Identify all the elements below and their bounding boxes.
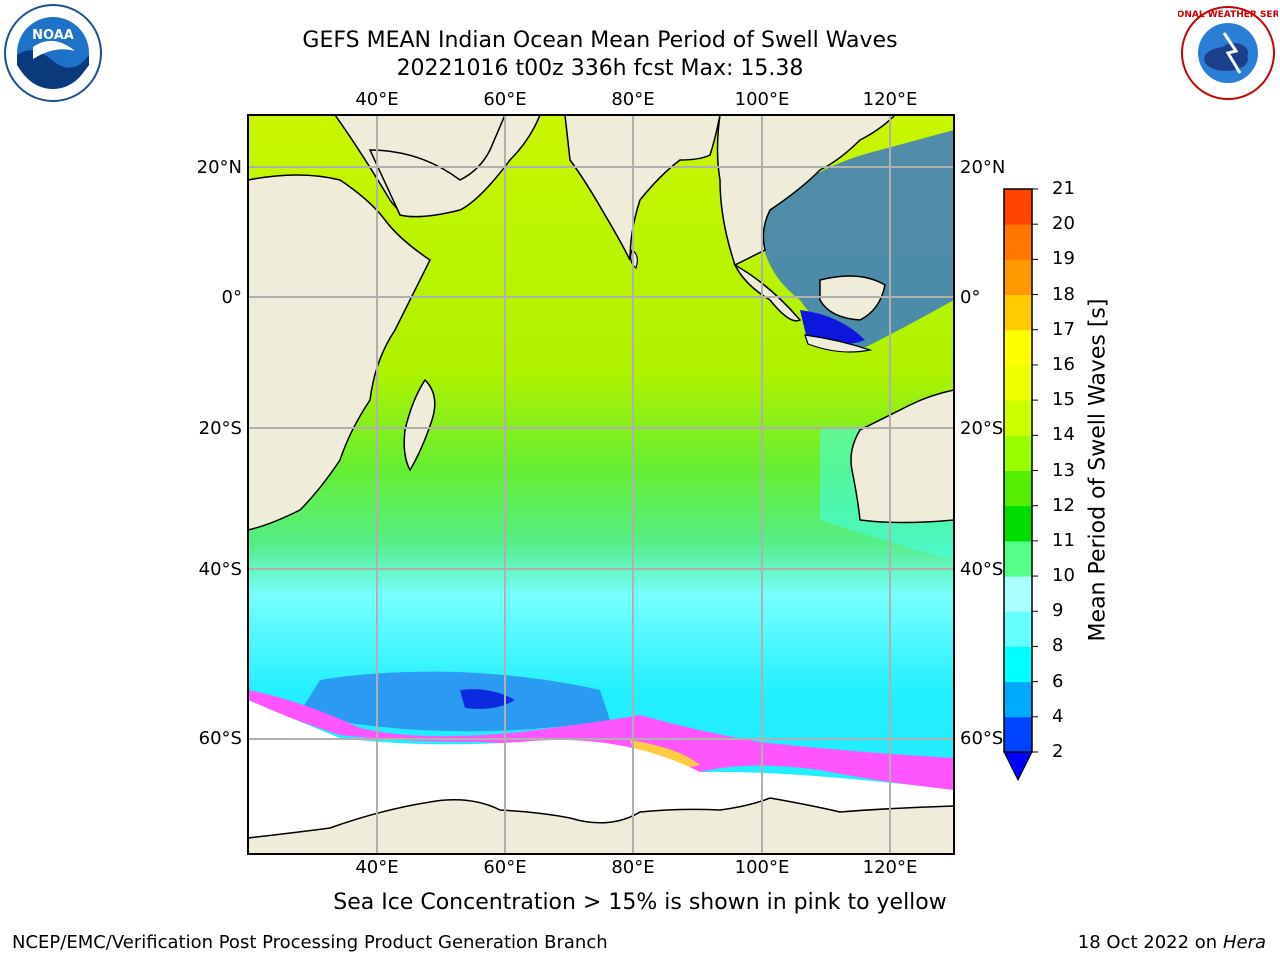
graticule — [248, 115, 954, 854]
colorbar-tick-label: 18 — [1052, 283, 1075, 305]
india — [564, 115, 721, 261]
colorbar-swatch — [1004, 646, 1032, 683]
lon-label-bottom: 120°E — [862, 857, 918, 878]
colorbar-tick-label: 19 — [1052, 248, 1075, 270]
map-frame — [247, 114, 955, 855]
colorbar-tick-label: 10 — [1052, 565, 1075, 587]
colorbar-swatch — [1004, 224, 1032, 260]
noaa-logo: NOAA — [4, 4, 102, 102]
lat-label-right: 20°S — [960, 418, 1004, 439]
lat-label-right: 60°S — [960, 728, 1004, 749]
colorbar-swatch — [1004, 611, 1032, 647]
colorbar-tick-label: 8 — [1052, 635, 1064, 657]
footer-right: 18 Oct 2022 on Hera — [1078, 932, 1266, 953]
lon-label-top: 80°E — [611, 89, 655, 110]
lon-label-bottom: 80°E — [611, 857, 655, 878]
colorbar-tick-label: 14 — [1052, 424, 1075, 446]
colorbar-swatch — [1004, 364, 1032, 401]
colorbar-ticks — [1032, 188, 1038, 753]
chart-title: GEFS MEAN Indian Ocean Mean Period of Sw… — [302, 28, 898, 53]
colorbar-swatch — [1004, 329, 1032, 366]
colorbar-tick-label: 11 — [1052, 529, 1075, 551]
footer-date: 18 Oct 2022 on — [1077, 932, 1223, 953]
australia — [850, 389, 954, 524]
colorbar-tick-label: 12 — [1052, 494, 1075, 516]
colorbar-tick-label: 20 — [1052, 213, 1075, 235]
nws-logo: NATIONAL WEATHER SERVICE — [1178, 6, 1278, 100]
colorbar-tick-label: 15 — [1052, 389, 1075, 411]
colorbar-tick-label: 9 — [1052, 600, 1064, 622]
lon-label-top: 120°E — [862, 89, 918, 110]
lat-label-right: 0° — [960, 287, 981, 308]
antarctica — [248, 797, 954, 854]
colorbar-swatch — [1004, 189, 1032, 225]
colorbar-swatch — [1004, 294, 1032, 331]
lat-label-left: 20°S — [198, 418, 242, 439]
footer-left: NCEP/EMC/Verification Post Processing Pr… — [12, 932, 608, 953]
africa — [248, 174, 431, 531]
colorbar-tick-label: 13 — [1052, 459, 1075, 481]
lon-label-bottom: 100°E — [734, 857, 790, 878]
colorbar-tick-label: 16 — [1052, 353, 1075, 375]
colorbar-tick-label: 17 — [1052, 318, 1075, 340]
lon-label-bottom: 40°E — [355, 857, 399, 878]
lat-label-right: 20°N — [960, 157, 1006, 178]
lon-label-bottom: 60°E — [483, 857, 527, 878]
chart-subtitle: 20221016 t00z 336h fcst Max: 15.38 — [396, 56, 804, 81]
madagascar — [403, 378, 436, 472]
borneo — [819, 275, 886, 321]
colorbar-swatch — [1004, 681, 1032, 718]
colorbar-swatch — [1004, 540, 1032, 577]
lat-label-left: 0° — [221, 287, 242, 308]
lon-label-top: 60°E — [483, 89, 527, 110]
lat-label-right: 40°S — [960, 559, 1004, 580]
colorbar-under-triangle — [1003, 751, 1033, 782]
colorbar-swatches — [1004, 189, 1032, 753]
colorbar-tick-label: 4 — [1052, 705, 1064, 727]
colorbar-tick-label: 6 — [1052, 670, 1064, 692]
nws-logo-text: NATIONAL WEATHER SERVICE — [1178, 10, 1278, 20]
colorbar-swatch — [1004, 470, 1032, 507]
colorbar-swatch — [1004, 400, 1032, 436]
colorbar-label: Mean Period of Swell Waves [s] — [1085, 298, 1111, 642]
colorbar-swatch — [1004, 505, 1032, 542]
lon-label-top: 100°E — [734, 89, 790, 110]
lat-label-left: 20°N — [196, 157, 242, 178]
lat-label-left: 40°S — [198, 559, 242, 580]
lon-label-top: 40°E — [355, 89, 399, 110]
colorbar-swatch — [1004, 576, 1032, 612]
sumatra — [733, 263, 802, 322]
colorbar-swatch — [1004, 435, 1032, 471]
colorbar-tick-label: 2 — [1052, 741, 1064, 762]
footer-host: Hera — [1222, 932, 1266, 953]
colorbar-tick-label: 21 — [1052, 178, 1075, 199]
lat-label-left: 60°S — [198, 728, 242, 749]
colorbar-swatch — [1004, 259, 1032, 296]
colorbar-swatch — [1004, 716, 1032, 753]
noaa-logo-text: NOAA — [32, 28, 74, 43]
arabia — [368, 115, 541, 218]
sea-ice-note: Sea Ice Concentration > 15% is shown in … — [333, 890, 947, 915]
